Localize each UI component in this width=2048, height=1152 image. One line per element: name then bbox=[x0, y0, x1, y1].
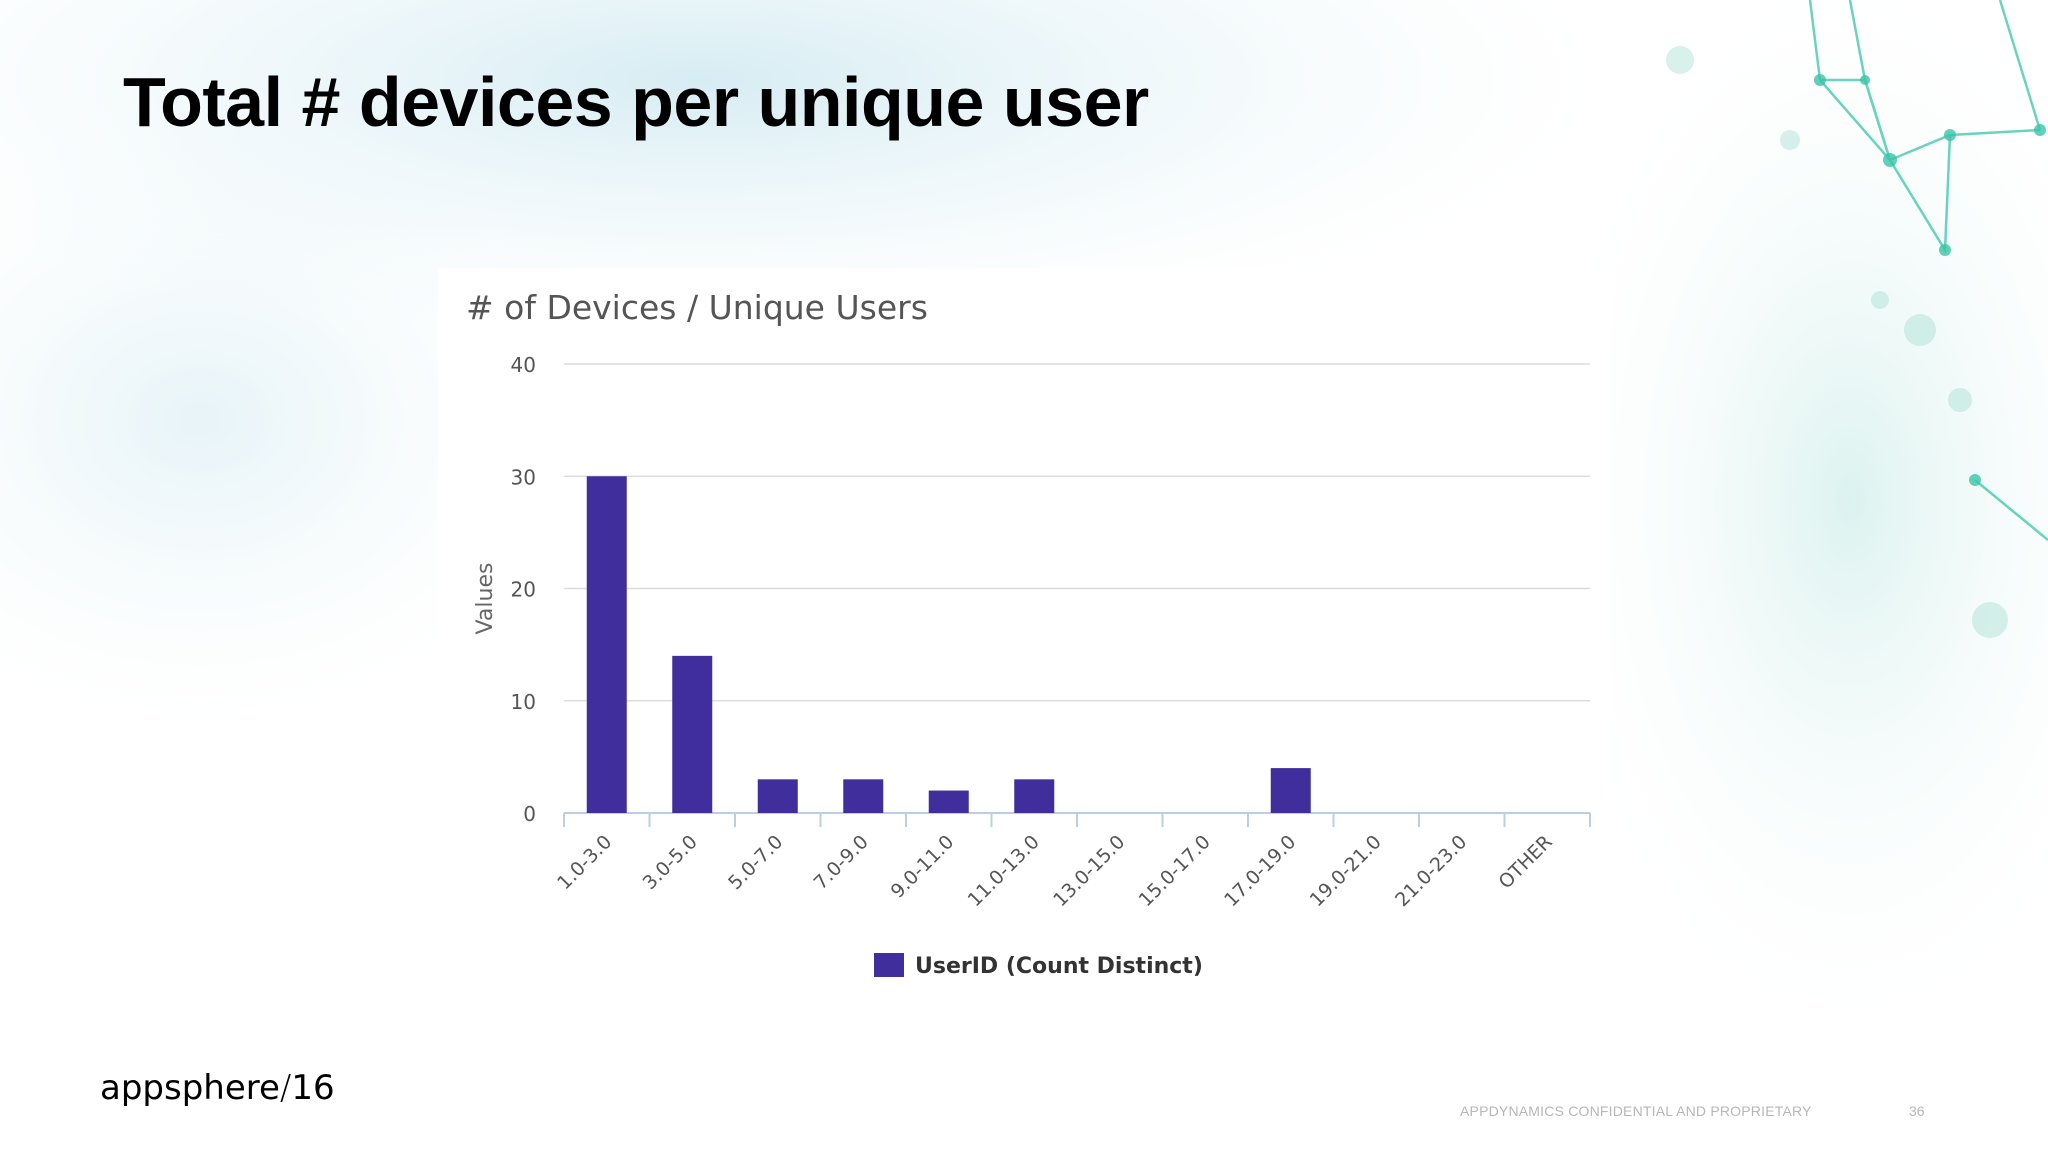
chart-title: # of Devices / Unique Users bbox=[466, 288, 928, 327]
slide-title: Total # devices per unique user bbox=[123, 63, 1149, 141]
x-tick-label: 21.0-23.0 bbox=[1391, 831, 1471, 911]
x-tick-label: 7.0-9.0 bbox=[810, 831, 873, 894]
bar bbox=[672, 655, 713, 813]
x-tick-label: 11.0-13.0 bbox=[964, 831, 1044, 911]
legend-label: UserID (Count Distinct) bbox=[915, 954, 1203, 979]
bar bbox=[586, 476, 627, 813]
x-tick-label: 19.0-21.0 bbox=[1306, 831, 1386, 911]
x-tick-label: 3.0-5.0 bbox=[639, 831, 702, 894]
y-tick-label: 10 bbox=[511, 690, 536, 714]
x-tick-label: 1.0-3.0 bbox=[553, 831, 616, 894]
x-tick-label: OTHER bbox=[1495, 831, 1557, 893]
x-tick-label: 9.0-11.0 bbox=[887, 831, 959, 903]
bar bbox=[1270, 768, 1311, 813]
legend-swatch bbox=[874, 953, 904, 977]
logo-wordmark: appsphere bbox=[100, 1068, 280, 1108]
x-tick-label: 15.0-17.0 bbox=[1135, 831, 1215, 911]
x-tick-label: 5.0-7.0 bbox=[724, 831, 787, 894]
y-tick-label: 30 bbox=[511, 465, 536, 489]
confidentiality-note: APPDYNAMICS CONFIDENTIAL AND PROPRIETARY bbox=[1460, 1103, 1812, 1119]
bar-chart: 0 10 20 30 40 Values 1.0-3.0 3.0-5.0 5.0-7.0 7.0-… bbox=[473, 353, 1591, 979]
bar bbox=[1014, 779, 1055, 813]
y-tick-label: 20 bbox=[511, 578, 536, 602]
y-tick-label: 40 bbox=[511, 353, 536, 377]
chart-card: 0 10 20 30 40 Values 1.0-3.0 3.0-5.0 5.0-7.0 7.0-… bbox=[438, 268, 1610, 1030]
y-axis-title: Values bbox=[473, 563, 498, 635]
appsphere-logo: appsphere/16 bbox=[100, 1068, 335, 1128]
x-tick-label: 13.0-15.0 bbox=[1049, 831, 1129, 911]
bar bbox=[928, 790, 969, 813]
x-tick-label: 17.0-19.0 bbox=[1220, 831, 1300, 911]
bar bbox=[757, 779, 798, 813]
bar bbox=[843, 779, 884, 813]
logo-year: 16 bbox=[291, 1068, 335, 1108]
logo-slash-glyph: / bbox=[279, 1068, 292, 1108]
y-tick-label: 0 bbox=[523, 802, 536, 826]
page-number: 36 bbox=[1909, 1103, 1925, 1119]
